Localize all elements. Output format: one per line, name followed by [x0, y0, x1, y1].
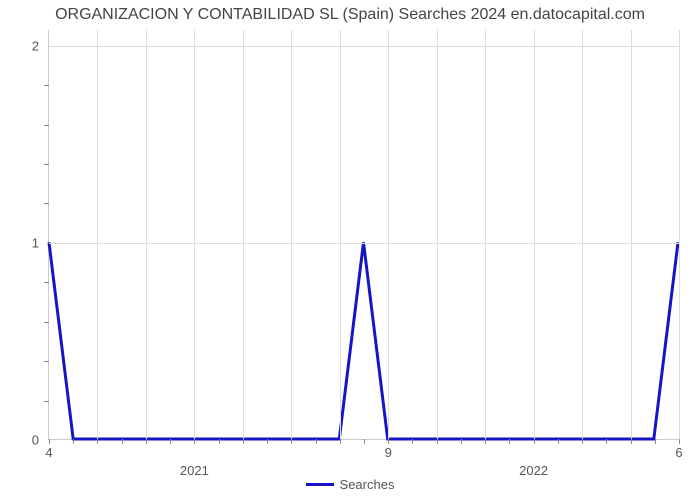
chart-title: ORGANIZACION Y CONTABILIDAD SL (Spain) S…	[0, 6, 700, 24]
y-minor-tick	[44, 203, 49, 204]
x-gridline	[194, 30, 195, 440]
x-gridline	[97, 30, 98, 440]
x-minor-tick	[461, 439, 462, 444]
y-tick-label: 2	[32, 38, 49, 53]
x-minor-tick	[655, 439, 656, 444]
y-minor-tick	[44, 125, 49, 126]
x-minor-tick	[340, 439, 341, 444]
x-gridline	[243, 30, 244, 440]
y-gridline	[49, 46, 679, 47]
x-gridline	[437, 30, 438, 440]
y-tick-label: 1	[32, 235, 49, 250]
y-minor-tick	[44, 282, 49, 283]
x-minor-tick	[267, 439, 268, 444]
x-minor-tick	[558, 439, 559, 444]
x-minor-tick	[485, 439, 486, 444]
y-minor-tick	[44, 85, 49, 86]
legend-swatch	[306, 483, 334, 486]
x-gridline	[631, 30, 632, 440]
x-gridline	[534, 30, 535, 440]
x-minor-tick	[437, 439, 438, 444]
x-minor-tick	[219, 439, 220, 444]
y-gridline	[49, 243, 679, 244]
x-tick-label: 6	[675, 439, 682, 460]
x-minor-tick	[170, 439, 171, 444]
x-minor-tick	[291, 439, 292, 444]
y-minor-tick	[44, 401, 49, 402]
series-line	[49, 30, 678, 439]
x-minor-tick	[97, 439, 98, 444]
x-minor-tick	[606, 439, 607, 444]
x-minor-tick	[631, 439, 632, 444]
x-minor-tick	[146, 439, 147, 444]
chart-container: ORGANIZACION Y CONTABILIDAD SL (Spain) S…	[0, 0, 700, 500]
legend-label: Searches	[340, 477, 395, 492]
x-year-label: 2021	[180, 439, 209, 478]
x-gridline	[679, 30, 680, 440]
x-minor-tick	[243, 439, 244, 444]
y-minor-tick	[44, 322, 49, 323]
x-year-label: 2022	[519, 439, 548, 478]
plot-area: 01242021920226	[48, 30, 678, 440]
x-minor-tick	[364, 439, 365, 444]
x-tick-label: 9	[385, 439, 392, 460]
x-gridline	[485, 30, 486, 440]
x-minor-tick	[73, 439, 74, 444]
x-gridline	[146, 30, 147, 440]
x-gridline	[291, 30, 292, 440]
y-minor-tick	[44, 361, 49, 362]
y-minor-tick	[44, 164, 49, 165]
x-minor-tick	[509, 439, 510, 444]
x-gridline	[388, 30, 389, 440]
x-tick-label: 4	[45, 439, 52, 460]
x-minor-tick	[412, 439, 413, 444]
legend: Searches	[0, 476, 700, 492]
x-gridline	[340, 30, 341, 440]
x-gridline	[582, 30, 583, 440]
x-minor-tick	[582, 439, 583, 444]
x-minor-tick	[316, 439, 317, 444]
x-minor-tick	[122, 439, 123, 444]
